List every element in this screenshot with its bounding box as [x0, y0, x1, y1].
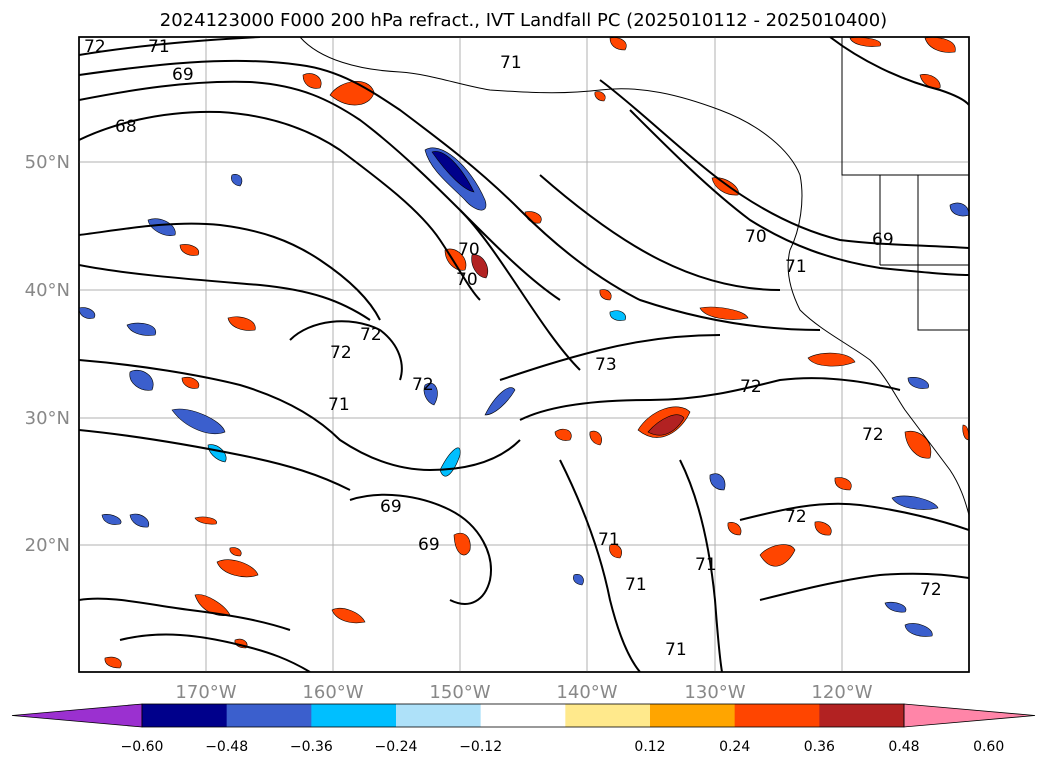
- contour-label: 71: [598, 530, 620, 550]
- contour-label: 71: [625, 575, 647, 595]
- contour-label: 71: [148, 37, 170, 57]
- lat-tick-label: 50°N: [25, 152, 70, 173]
- contour-label: 72: [785, 507, 807, 527]
- contour-label: 72: [920, 580, 942, 600]
- contour-label: 71: [785, 257, 807, 277]
- contour-label: 69: [380, 497, 402, 517]
- colorbar-tick-label: −0.48: [205, 739, 248, 755]
- lon-tick-label: 140°W: [556, 682, 617, 703]
- colorbar-tick-label: 0.48: [888, 739, 919, 755]
- colorbar-segment: [734, 704, 820, 727]
- contour-label: 69: [172, 65, 194, 85]
- colorbar-extend-low: [11, 703, 143, 728]
- contour-label: 70: [745, 227, 767, 247]
- contour-label: 69: [418, 535, 440, 555]
- contour-label: 73: [595, 355, 617, 375]
- contour-label: 71: [328, 395, 350, 415]
- colorbar-tick-label: −0.36: [290, 739, 333, 755]
- contour-label: 71: [695, 555, 717, 575]
- contour-label-group: 72 71 71 69 68 71 70 70 70 69 72 72 72 7…: [84, 37, 942, 660]
- colorbar-tick-labels: −0.60 −0.48 −0.36 −0.24 −0.12 0.12 0.24 0.36 0.4…: [121, 739, 1005, 755]
- colorbar-segment: [650, 704, 736, 727]
- contour-label: 68: [115, 117, 137, 137]
- negative-anomaly-fills: [79, 147, 969, 637]
- colorbar-extend-high: [903, 703, 1036, 728]
- contour-label: 69: [872, 230, 894, 250]
- plot-title: 2024123000 F000 200 hPa refract., IVT La…: [159, 10, 888, 31]
- lon-tick-label: 130°W: [684, 682, 745, 703]
- contour-label: 72: [862, 425, 884, 445]
- lat-tick-label: 20°N: [25, 535, 70, 556]
- lon-axis-labels: 170°W 160°W 150°W 140°W 130°W 120°W: [175, 682, 872, 703]
- colorbar-segment: [819, 704, 905, 727]
- colorbar-segment: [396, 704, 482, 727]
- contour-lines: [79, 37, 969, 672]
- contour-label: 72: [740, 377, 762, 397]
- colorbar-segment: [226, 704, 312, 727]
- colorbar-segment: [311, 704, 397, 727]
- colorbar-outline: [141, 703, 905, 728]
- coastlines: [299, 37, 969, 516]
- colorbar: [11, 703, 1036, 728]
- contour-label: 71: [500, 53, 522, 73]
- lat-tick-label: 30°N: [25, 408, 70, 429]
- colorbar-segment: [565, 704, 651, 727]
- contour-label: 71: [665, 640, 687, 660]
- lat-axis-labels: 50°N 40°N 30°N 20°N: [25, 152, 70, 556]
- lon-tick-label: 170°W: [175, 682, 236, 703]
- lon-tick-label: 160°W: [302, 682, 363, 703]
- contour-label: 70: [456, 270, 478, 290]
- contour-label: 70: [458, 240, 480, 260]
- contour-label: 72: [412, 375, 434, 395]
- colorbar-tick-label: 0.12: [634, 739, 665, 755]
- colorbar-segment: [142, 704, 228, 727]
- contour-label: 72: [84, 37, 106, 57]
- contour-label: 72: [360, 325, 382, 345]
- colorbar-tick-label: 0.60: [973, 739, 1004, 755]
- colorbar-tick-label: 0.24: [719, 739, 750, 755]
- lon-tick-label: 150°W: [429, 682, 490, 703]
- colorbar-tick-label: −0.12: [459, 739, 502, 755]
- colorbar-tick-label: 0.36: [804, 739, 835, 755]
- lon-tick-label: 120°W: [811, 682, 872, 703]
- lat-tick-label: 40°N: [25, 280, 70, 301]
- map-border: [78, 36, 970, 673]
- colorbar-tick-label: −0.24: [375, 739, 418, 755]
- colorbar-tick-label: −0.60: [121, 739, 164, 755]
- positive-anomaly-fills: [104, 37, 969, 669]
- colorbar-segment: [480, 704, 566, 727]
- contour-label: 72: [330, 343, 352, 363]
